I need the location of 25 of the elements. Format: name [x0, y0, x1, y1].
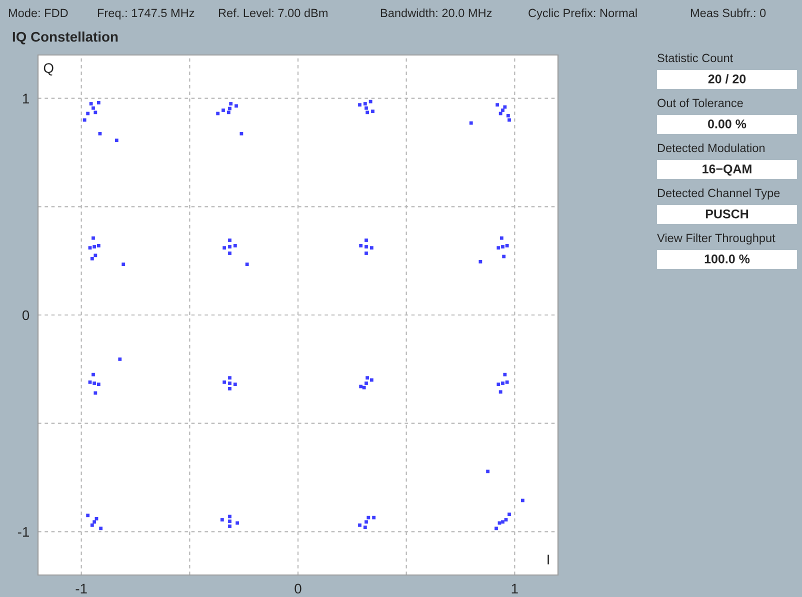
text: Bandwidth: 20.0 MHz	[380, 8, 492, 18]
text: View Filter Throughput	[657, 233, 776, 244]
text: 16−QAM	[702, 164, 752, 176]
x-tick-label: 1	[512, 584, 518, 594]
y-tick-label: 1	[23, 94, 29, 104]
text: Statistic Count	[658, 54, 734, 62]
text: 100.0 %	[704, 254, 750, 264]
text: 0.00 %	[708, 120, 746, 128]
y-tick-label: -1	[18, 527, 29, 537]
text: Mode: FDD	[8, 8, 68, 18]
text: Cyclic Prefix: Normal	[528, 8, 637, 20]
text: Detected Modulation	[658, 144, 765, 152]
text: Meas Subfr.: 0	[690, 8, 766, 18]
text: PUSCH	[706, 210, 748, 218]
x-tick-label: 0	[294, 584, 302, 594]
text: Freq.: 1747.5 MHz	[98, 8, 194, 20]
text: Ref. Level: 7.00 dBm	[218, 8, 328, 18]
chart-title: IQ Constellation	[12, 32, 118, 44]
x-axis-title: I	[548, 554, 549, 564]
text: 20 / 20	[708, 74, 746, 84]
y-tick-label: 0	[22, 310, 30, 320]
text: Detected Channel Type	[658, 188, 780, 200]
y-axis-title: Q	[44, 63, 54, 76]
text: Out of Tolerance	[658, 98, 743, 108]
x-tick-label: -1	[76, 584, 87, 594]
